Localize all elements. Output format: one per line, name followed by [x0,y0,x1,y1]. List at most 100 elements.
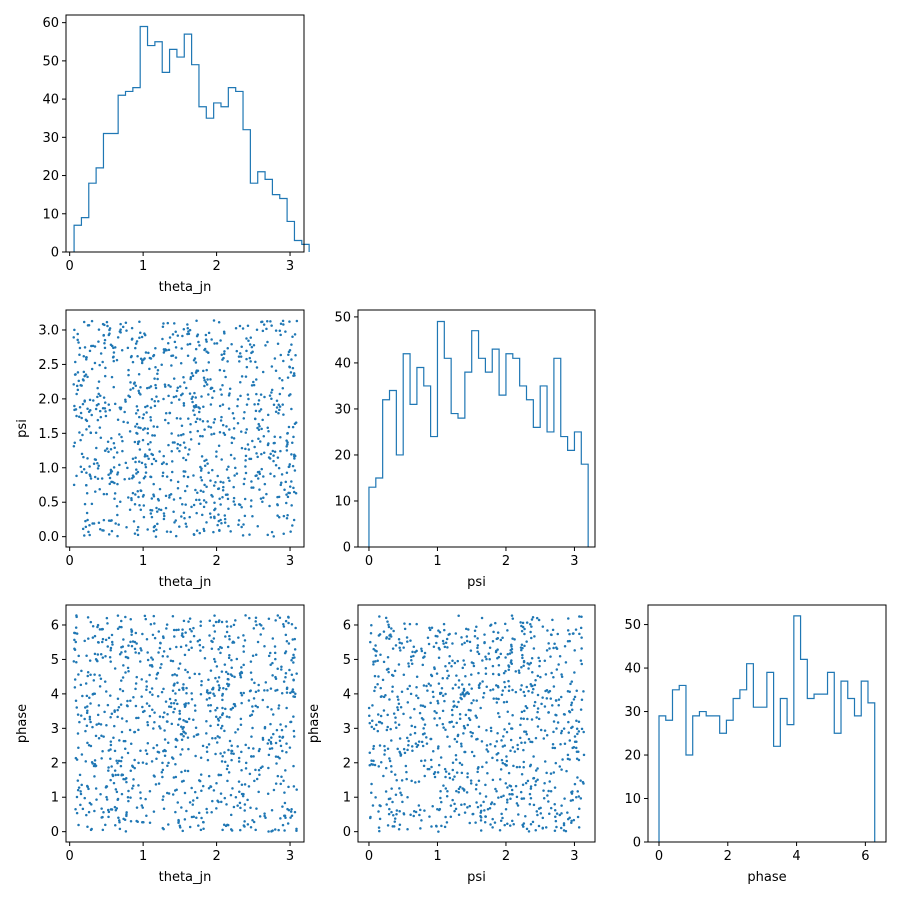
scatter-point [384,790,388,793]
scatter-point [433,667,436,671]
scatter-point [566,640,570,643]
scatter-point [263,395,266,399]
x-axis-label: theta_jn [159,575,212,590]
scatter-point [87,530,90,534]
scatter-point [216,474,219,478]
scatter-point [99,677,103,681]
scatter-point [457,813,461,817]
scatter-point [150,760,154,763]
scatter-point [139,426,142,430]
scatter-point [542,797,546,800]
scatter-point [410,724,413,728]
scatter-point [541,625,545,628]
scatter-point [252,697,256,700]
scatter-point [205,383,209,386]
scatter-point [580,636,583,639]
scatter-point [129,742,133,746]
scatter-point [473,635,477,638]
scatter-point [519,790,523,794]
y-tick-label: 30 [624,705,641,720]
scatter-point [470,701,473,705]
scatter-point [110,765,113,768]
scatter-point [137,373,141,376]
scatter-point [208,634,211,637]
scatter-point [193,413,196,417]
scatter-point [263,644,266,648]
scatter-point [228,634,231,638]
scatter-point [90,319,94,323]
scatter-point [547,711,550,714]
scatter-point [571,798,574,802]
scatter-point [397,637,401,641]
scatter-point [368,721,371,725]
scatter-point [569,682,572,686]
scatter-point [159,508,163,512]
scatter-point [524,705,528,708]
scatter-point [232,805,236,809]
scatter-point [268,504,271,508]
scatter-point [101,828,105,832]
scatter-point [200,395,203,398]
scatter-point [433,717,436,720]
scatter-point [114,808,118,812]
scatter-point [552,685,556,688]
scatter-point [568,739,572,742]
scatter-point [126,421,129,424]
scatter-point [566,811,569,814]
scatter-point [497,697,500,701]
scatter-point [132,475,135,478]
scatter-point [89,702,92,705]
scatter-point [476,737,479,741]
scatter-point [502,735,505,738]
scatter-point [287,394,291,397]
scatter-point [126,796,130,799]
scatter-point [491,640,495,643]
scatter-point [244,743,247,747]
scatter-point [127,373,130,377]
scatter-point [555,713,558,717]
scatter-point [202,376,206,380]
scatter-point [113,497,116,501]
scatter-point [186,326,190,330]
scatter-point [162,795,165,798]
scatter-point [105,320,109,324]
scatter-point [150,656,153,659]
scatter-point [79,803,82,807]
scatter-point [384,766,388,770]
scatter-point [217,800,220,804]
scatter-point [202,527,205,531]
scatter-point [475,625,478,628]
scatter-point [252,755,255,758]
scatter-point [567,720,570,724]
scatter-point [98,363,101,367]
scatter-point [582,690,585,693]
scatter-point [576,790,579,793]
scatter-point [112,351,116,354]
scatter-point [109,646,113,650]
scatter-point [173,441,176,444]
scatter-point [246,823,250,826]
scatter-point [518,671,521,674]
scatter-point [413,707,416,711]
scatter-point [542,737,546,740]
scatter-point [464,674,467,678]
scatter-point [205,807,208,811]
scatter-point [375,650,378,653]
scatter-point [560,768,563,771]
scatter-point [398,823,402,826]
scatter-point [483,633,486,636]
scatter-point [420,647,423,650]
scatter-point [376,729,380,733]
scatter-point [236,804,239,807]
scatter-point [563,797,566,800]
scatter-point [406,748,409,752]
scatter-point [397,723,401,727]
scatter-point [184,446,187,449]
scatter-point [252,747,255,750]
scatter-point [255,392,258,396]
scatter-point [570,708,574,712]
scatter-point [242,634,245,637]
scatter-point [555,812,559,815]
scatter-point [570,821,573,825]
scatter-point [173,673,177,676]
